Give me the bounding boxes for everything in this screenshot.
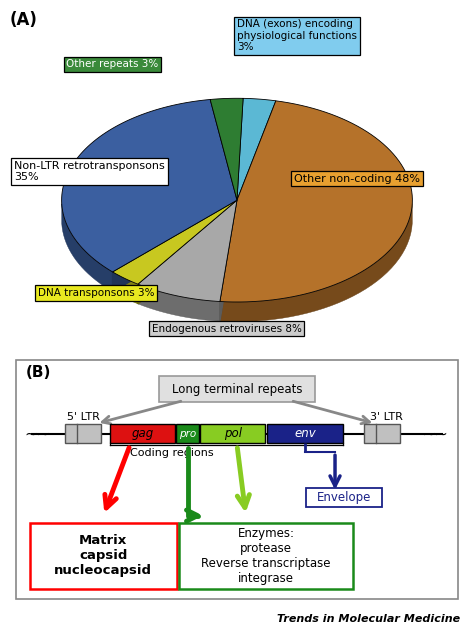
Text: ~: ~ bbox=[37, 426, 50, 441]
Text: env: env bbox=[294, 427, 316, 440]
Text: Other repeats 3%: Other repeats 3% bbox=[66, 60, 159, 70]
Polygon shape bbox=[138, 200, 237, 302]
Text: ~: ~ bbox=[434, 426, 447, 441]
FancyBboxPatch shape bbox=[159, 376, 315, 402]
Polygon shape bbox=[138, 284, 220, 321]
Text: (A): (A) bbox=[9, 11, 37, 29]
Text: DNA (exons) encoding
physiological functions
3%: DNA (exons) encoding physiological funct… bbox=[237, 19, 357, 52]
FancyBboxPatch shape bbox=[30, 523, 177, 589]
Bar bbox=[201, 424, 265, 443]
Text: 5' LTR: 5' LTR bbox=[67, 412, 100, 422]
Text: gag: gag bbox=[131, 427, 154, 440]
Bar bbox=[65, 424, 101, 443]
Polygon shape bbox=[112, 272, 138, 304]
Text: DNA transponsons 3%: DNA transponsons 3% bbox=[38, 288, 155, 298]
Polygon shape bbox=[138, 200, 237, 304]
Polygon shape bbox=[112, 200, 237, 292]
Text: Endogenous retroviruses 8%: Endogenous retroviruses 8% bbox=[152, 324, 301, 334]
Text: Other non-coding 48%: Other non-coding 48% bbox=[294, 174, 420, 184]
Text: Matrix
capsid
nucleocapsid: Matrix capsid nucleocapsid bbox=[55, 534, 152, 577]
Text: Enzymes:
protease
Reverse transcriptase
integrase: Enzymes: protease Reverse transcriptase … bbox=[201, 527, 331, 585]
Polygon shape bbox=[220, 200, 237, 321]
Text: Trends in Molecular Medicine: Trends in Molecular Medicine bbox=[277, 614, 460, 624]
Bar bbox=[176, 424, 199, 443]
Polygon shape bbox=[237, 98, 276, 200]
Polygon shape bbox=[210, 98, 243, 200]
Text: pol: pol bbox=[224, 427, 242, 440]
Text: ~: ~ bbox=[422, 426, 435, 441]
Text: 3' LTR: 3' LTR bbox=[370, 412, 403, 422]
Polygon shape bbox=[220, 200, 237, 321]
Text: Coding regions: Coding regions bbox=[130, 448, 214, 458]
Text: (B): (B) bbox=[25, 364, 51, 379]
Bar bbox=[364, 424, 400, 443]
Bar bbox=[110, 424, 174, 443]
Polygon shape bbox=[138, 200, 237, 304]
Polygon shape bbox=[220, 101, 412, 302]
Polygon shape bbox=[112, 200, 237, 292]
Text: Long terminal repeats: Long terminal repeats bbox=[172, 382, 302, 396]
Text: Envelope: Envelope bbox=[317, 491, 371, 504]
Polygon shape bbox=[62, 100, 237, 272]
FancyBboxPatch shape bbox=[179, 523, 353, 589]
Text: Non-LTR retrotransponsons
35%: Non-LTR retrotransponsons 35% bbox=[14, 161, 165, 182]
Polygon shape bbox=[62, 204, 112, 292]
FancyBboxPatch shape bbox=[306, 488, 382, 507]
Polygon shape bbox=[220, 204, 412, 322]
Polygon shape bbox=[112, 200, 237, 284]
Bar bbox=[267, 424, 343, 443]
Text: ~: ~ bbox=[25, 426, 37, 441]
Text: pro: pro bbox=[179, 429, 196, 439]
